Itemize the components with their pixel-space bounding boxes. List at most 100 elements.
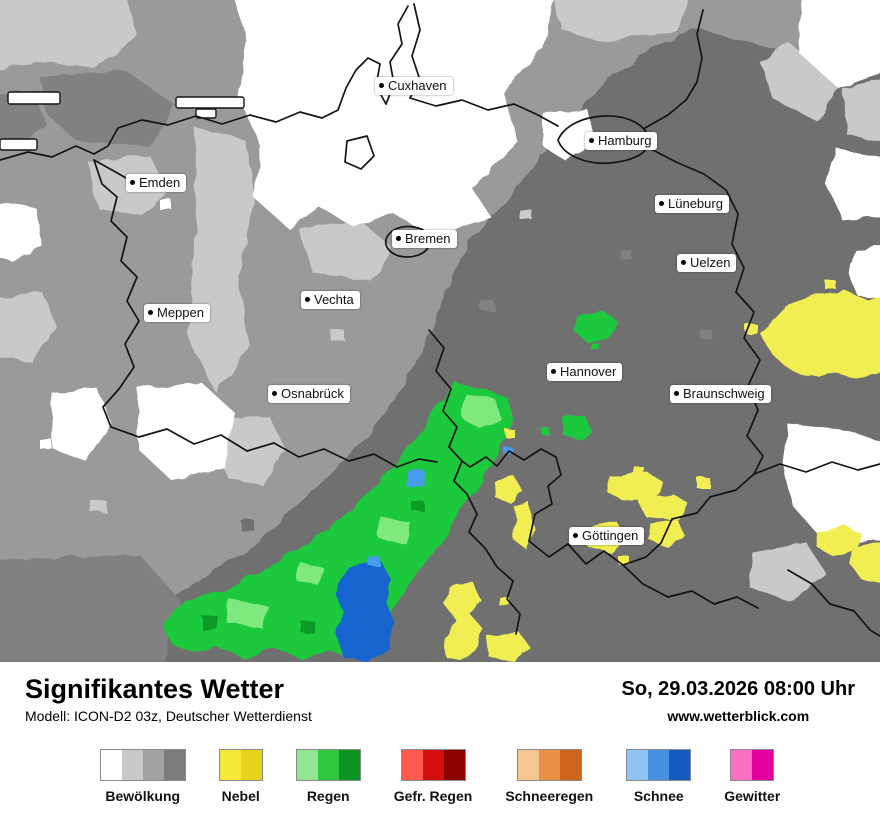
city-dot-icon bbox=[674, 391, 679, 396]
city-dot-icon bbox=[681, 260, 686, 265]
weather-map-svg bbox=[0, 0, 880, 662]
city-label: Göttingen bbox=[582, 528, 639, 543]
fog-area bbox=[760, 292, 880, 378]
city-dot-icon bbox=[130, 180, 135, 185]
city-marker: Cuxhaven bbox=[375, 77, 453, 95]
city-dot-icon bbox=[148, 310, 153, 315]
footer-right: So, 29.03.2026 08:00 Uhr www.wetterblick… bbox=[622, 678, 855, 724]
city-label: Uelzen bbox=[690, 255, 731, 270]
legend-group: Bewölkung bbox=[99, 749, 186, 804]
city-marker: Emden bbox=[126, 174, 187, 192]
city-dot-icon bbox=[551, 369, 556, 374]
legend-swatches bbox=[626, 749, 692, 781]
city-label: Lüneburg bbox=[668, 196, 723, 211]
legend-label: Gewitter bbox=[724, 788, 781, 804]
legend-swatch bbox=[163, 750, 185, 780]
legend-swatches bbox=[218, 749, 263, 781]
legend-swatch bbox=[669, 750, 691, 780]
legend-group: Gefr. Regen bbox=[393, 749, 473, 804]
legend-swatch bbox=[648, 750, 670, 780]
legend-group: Schnee bbox=[626, 749, 692, 804]
datetime-label: So, 29.03.2026 08:00 Uhr bbox=[621, 678, 855, 700]
legend-label: Schneeregen bbox=[505, 788, 594, 804]
city-label: Vechta bbox=[314, 292, 354, 307]
city-dot-icon bbox=[589, 138, 594, 143]
rain-area bbox=[163, 382, 514, 660]
model-info: Modell: ICON-D2 03z, Deutscher Wetterdie… bbox=[25, 708, 312, 724]
website-label: www.wetterblick.com bbox=[667, 708, 810, 724]
border-layer bbox=[0, 3, 880, 637]
island-shape bbox=[7, 91, 61, 105]
island-shape bbox=[195, 108, 217, 119]
city-label: Meppen bbox=[157, 305, 204, 320]
city-label: Cuxhaven bbox=[388, 78, 447, 93]
city-marker: Vechta bbox=[301, 291, 360, 309]
footer: Signifikantes Wetter Modell: ICON-D2 03z… bbox=[0, 662, 880, 830]
snow-area bbox=[334, 560, 396, 662]
footer-left: Signifikantes Wetter Modell: ICON-D2 03z… bbox=[25, 670, 312, 724]
precipitation-layer bbox=[163, 310, 617, 662]
city-label: Hannover bbox=[560, 364, 617, 379]
legend-swatches bbox=[295, 749, 361, 781]
city-dot-icon bbox=[305, 297, 310, 302]
legend-swatch bbox=[401, 750, 423, 780]
legend-swatch bbox=[627, 750, 649, 780]
legend-swatch bbox=[296, 750, 318, 780]
island-shape bbox=[0, 138, 38, 151]
legend-swatch bbox=[731, 750, 753, 780]
city-dot-icon bbox=[396, 236, 401, 241]
map-area: Cuxhaven Hamburg Emden Lüneburg Bremen Uelzen… bbox=[0, 0, 880, 662]
legend-swatches bbox=[400, 749, 466, 781]
legend-label: Nebel bbox=[221, 788, 260, 804]
legend-swatch bbox=[240, 750, 262, 780]
island-shape bbox=[175, 96, 245, 109]
legend-swatch bbox=[422, 750, 444, 780]
legend-group: Gewitter bbox=[724, 749, 780, 804]
city-label: Bremen bbox=[405, 231, 451, 246]
legend: Bewölkung Nebel Regen Gefr. Regen Schneerege… bbox=[25, 749, 855, 804]
city-marker: Osnabrück bbox=[268, 385, 350, 403]
city-marker: Göttingen bbox=[569, 527, 645, 545]
city-marker: Hamburg bbox=[585, 132, 658, 150]
legend-label: Regen bbox=[306, 788, 350, 804]
legend-label: Schnee bbox=[633, 788, 684, 804]
city-label: Emden bbox=[139, 175, 181, 190]
legend-swatch bbox=[538, 750, 560, 780]
city-marker: Bremen bbox=[392, 230, 457, 248]
city-label: Braunschweig bbox=[683, 386, 765, 401]
city-marker: Meppen bbox=[144, 304, 210, 322]
legend-swatch bbox=[142, 750, 164, 780]
legend-swatch bbox=[219, 750, 241, 780]
city-marker: Braunschweig bbox=[670, 385, 771, 403]
city-marker: Uelzen bbox=[677, 254, 737, 272]
legend-swatch bbox=[517, 750, 539, 780]
footer-top: Signifikantes Wetter Modell: ICON-D2 03z… bbox=[25, 670, 855, 724]
legend-swatch bbox=[100, 750, 122, 780]
legend-group: Nebel bbox=[218, 749, 263, 804]
city-label: Hamburg bbox=[598, 133, 652, 148]
legend-label: Gefr. Regen bbox=[393, 788, 473, 804]
city-dot-icon bbox=[573, 533, 578, 538]
city-dot-icon bbox=[659, 201, 664, 206]
legend-swatch bbox=[443, 750, 465, 780]
legend-swatches bbox=[730, 749, 775, 781]
cloud-noise bbox=[40, 40, 712, 530]
city-marker: Hannover bbox=[547, 363, 623, 381]
legend-swatch bbox=[317, 750, 339, 780]
legend-group: Regen bbox=[295, 749, 361, 804]
legend-swatch bbox=[338, 750, 360, 780]
legend-swatch bbox=[121, 750, 143, 780]
city-label: Osnabrück bbox=[281, 386, 344, 401]
cloud-layer bbox=[0, 0, 880, 662]
legend-group: Schneeregen bbox=[505, 749, 593, 804]
legend-swatches bbox=[99, 749, 186, 781]
city-marker: Lüneburg bbox=[655, 195, 729, 213]
page-title: Signifikantes Wetter bbox=[25, 674, 285, 704]
legend-swatch bbox=[559, 750, 581, 780]
legend-swatches bbox=[516, 749, 582, 781]
city-dot-icon bbox=[272, 391, 277, 396]
legend-label: Bewölkung bbox=[105, 788, 181, 804]
legend-swatch bbox=[752, 750, 774, 780]
city-dot-icon bbox=[379, 83, 384, 88]
